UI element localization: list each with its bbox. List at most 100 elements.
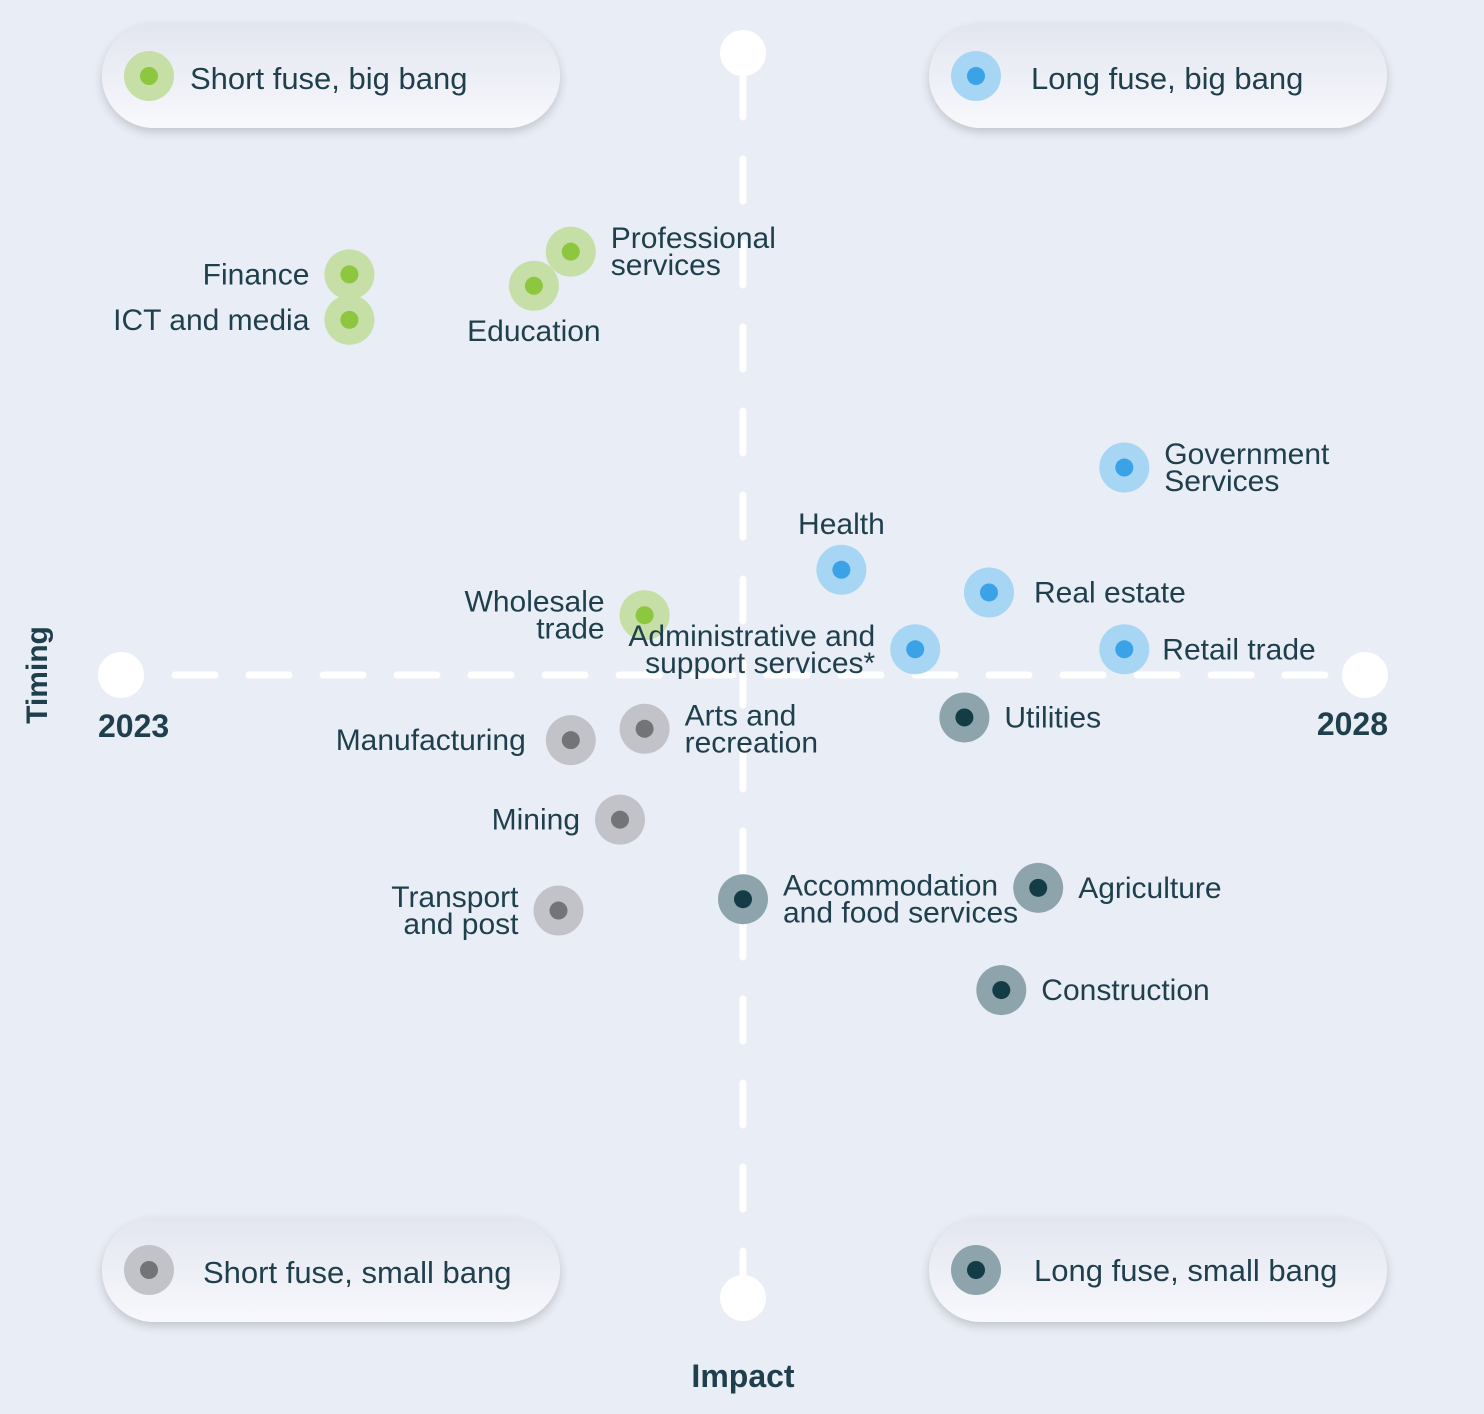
data-point-retail-trade: Retail trade bbox=[1099, 624, 1316, 675]
data-point-finance: Finance bbox=[203, 249, 375, 300]
data-point-label-line: Finance bbox=[203, 258, 310, 291]
quadrant-pill-short-fuse-small-bang: Short fuse, small bang bbox=[102, 1218, 560, 1322]
data-point-label-line: Arts and bbox=[685, 699, 797, 732]
data-point-label-line: support services* bbox=[645, 647, 875, 680]
vertical-axis-bottom-cap bbox=[720, 1275, 766, 1321]
data-point-label-line: services bbox=[611, 249, 721, 282]
horizontal-axis-right-cap bbox=[1342, 652, 1388, 698]
data-point-label-line: Transport bbox=[391, 881, 519, 914]
data-point-label: Utilities bbox=[1004, 701, 1101, 734]
quadrant-pill-short-fuse-big-bang: Short fuse, big bang bbox=[102, 24, 560, 128]
quadrant-pill-label: Long fuse, small bang bbox=[1034, 1253, 1337, 1288]
x-axis-label: Impact bbox=[691, 1358, 794, 1394]
data-point-label: Manufacturing bbox=[336, 724, 526, 757]
data-point-transport-and-post: Transport and post bbox=[391, 881, 584, 941]
data-point-utilities: Utilities bbox=[939, 692, 1101, 743]
y-axis-label: Timing bbox=[21, 626, 54, 724]
data-point-education: Education bbox=[467, 260, 601, 348]
data-point-label-line: Health bbox=[798, 508, 885, 541]
quadrant-pill-label: Short fuse, big bang bbox=[190, 61, 467, 96]
data-point-label: Accommodation and food services bbox=[783, 870, 1018, 930]
data-point-label: Retail trade bbox=[1162, 633, 1315, 666]
data-point-label: Health bbox=[798, 508, 885, 541]
data-point-label: Mining bbox=[492, 804, 580, 837]
data-point-professional-services: Professional services bbox=[545, 222, 776, 282]
axes bbox=[98, 30, 1388, 1321]
data-point-mining: Mining bbox=[492, 794, 645, 845]
data-point-dot bbox=[1029, 878, 1048, 897]
data-point-label-line: trade bbox=[536, 613, 604, 646]
quadrant-pill-dot bbox=[967, 1261, 985, 1279]
data-point-label-line: recreation bbox=[685, 726, 818, 759]
data-point-label-line: Utilities bbox=[1004, 701, 1101, 734]
data-point-dot bbox=[524, 276, 543, 295]
data-point-real-estate: Real estate bbox=[964, 567, 1186, 618]
data-point-construction: Construction bbox=[976, 965, 1210, 1016]
data-point-label-line: and food services bbox=[783, 897, 1018, 930]
data-point-label: Finance bbox=[203, 258, 310, 291]
data-point-dot bbox=[561, 242, 580, 261]
data-point-dot bbox=[906, 640, 925, 659]
data-point-label-line: Retail trade bbox=[1162, 633, 1315, 666]
data-point-label-line: Accommodation bbox=[783, 870, 998, 903]
data-point-accommodation-and-food-services: Accommodation and food services bbox=[718, 870, 1018, 930]
data-point-label: Construction bbox=[1041, 974, 1209, 1007]
quadrant-legend: Short fuse, big bang Long fuse, big bang… bbox=[102, 24, 1387, 1322]
data-point-dot bbox=[992, 981, 1011, 1000]
data-point-label-line: Wholesale bbox=[465, 586, 605, 619]
data-points: Finance ICT and media Professional services… bbox=[113, 222, 1330, 1016]
quadrant-pill-dot bbox=[140, 67, 158, 85]
data-point-label: Transport and post bbox=[391, 881, 519, 941]
quadrant-pill-label: Short fuse, small bang bbox=[203, 1255, 511, 1290]
data-point-health: Health bbox=[798, 508, 885, 595]
data-point-label-line: Real estate bbox=[1034, 576, 1186, 609]
data-point-dot bbox=[549, 901, 568, 920]
data-point-label-line: Government bbox=[1164, 438, 1330, 471]
data-point-dot bbox=[1115, 640, 1134, 659]
data-point-ict-and-media: ICT and media bbox=[113, 294, 375, 345]
data-point-label: Professional services bbox=[611, 222, 776, 282]
data-point-administrative-and-support-services: Administrative and support services* bbox=[628, 620, 941, 680]
data-point-dot bbox=[561, 731, 580, 750]
data-point-arts-and-recreation: Arts and recreation bbox=[619, 699, 818, 759]
data-point-label: ICT and media bbox=[113, 304, 310, 337]
data-point-dot bbox=[340, 310, 359, 329]
data-point-dot bbox=[955, 708, 974, 727]
data-point-wholesale-trade: Wholesale trade bbox=[465, 586, 670, 646]
data-point-manufacturing: Manufacturing bbox=[336, 715, 596, 766]
data-point-label: Education bbox=[467, 315, 600, 348]
data-point-dot bbox=[635, 606, 654, 625]
quadrant-pill-dot bbox=[967, 67, 985, 85]
data-point-label-line: Manufacturing bbox=[336, 724, 526, 757]
data-point-label: Government Services bbox=[1164, 438, 1330, 498]
data-point-dot bbox=[635, 719, 654, 738]
data-point-label: Real estate bbox=[1034, 576, 1186, 609]
data-point-dot bbox=[1115, 458, 1134, 477]
horizontal-axis-left-cap bbox=[98, 652, 144, 698]
data-point-label-line: Agriculture bbox=[1078, 872, 1221, 905]
quadrant-pill-label: Long fuse, big bang bbox=[1031, 61, 1303, 96]
data-point-dot bbox=[832, 560, 851, 579]
data-point-label: Agriculture bbox=[1078, 872, 1221, 905]
quadrant-pill-long-fuse-small-bang: Long fuse, small bang bbox=[929, 1218, 1387, 1322]
data-point-label-line: Administrative and bbox=[628, 620, 875, 653]
data-point-agriculture: Agriculture bbox=[1013, 862, 1222, 913]
data-point-label: Wholesale trade bbox=[465, 586, 605, 646]
data-point-label: Administrative and support services* bbox=[628, 620, 875, 680]
data-point-label: Arts and recreation bbox=[685, 699, 818, 759]
data-point-label-line: Services bbox=[1164, 465, 1279, 498]
y-axis-end-tick: 2028 bbox=[1317, 706, 1388, 742]
data-point-government-services: Government Services bbox=[1099, 438, 1330, 498]
data-point-dot bbox=[980, 583, 998, 602]
vertical-axis-top-cap bbox=[720, 30, 766, 76]
y-axis-start-tick: 2023 bbox=[98, 708, 169, 744]
data-point-label-line: ICT and media bbox=[113, 304, 310, 337]
data-point-label-line: and post bbox=[403, 908, 519, 941]
data-point-dot bbox=[611, 810, 629, 829]
quadrant-pill-dot bbox=[140, 1261, 158, 1279]
data-point-label-line: Mining bbox=[492, 804, 580, 837]
quadrant-pill-long-fuse-big-bang: Long fuse, big bang bbox=[929, 24, 1387, 128]
data-point-dot bbox=[340, 265, 359, 284]
data-point-label-line: Professional bbox=[611, 222, 776, 255]
